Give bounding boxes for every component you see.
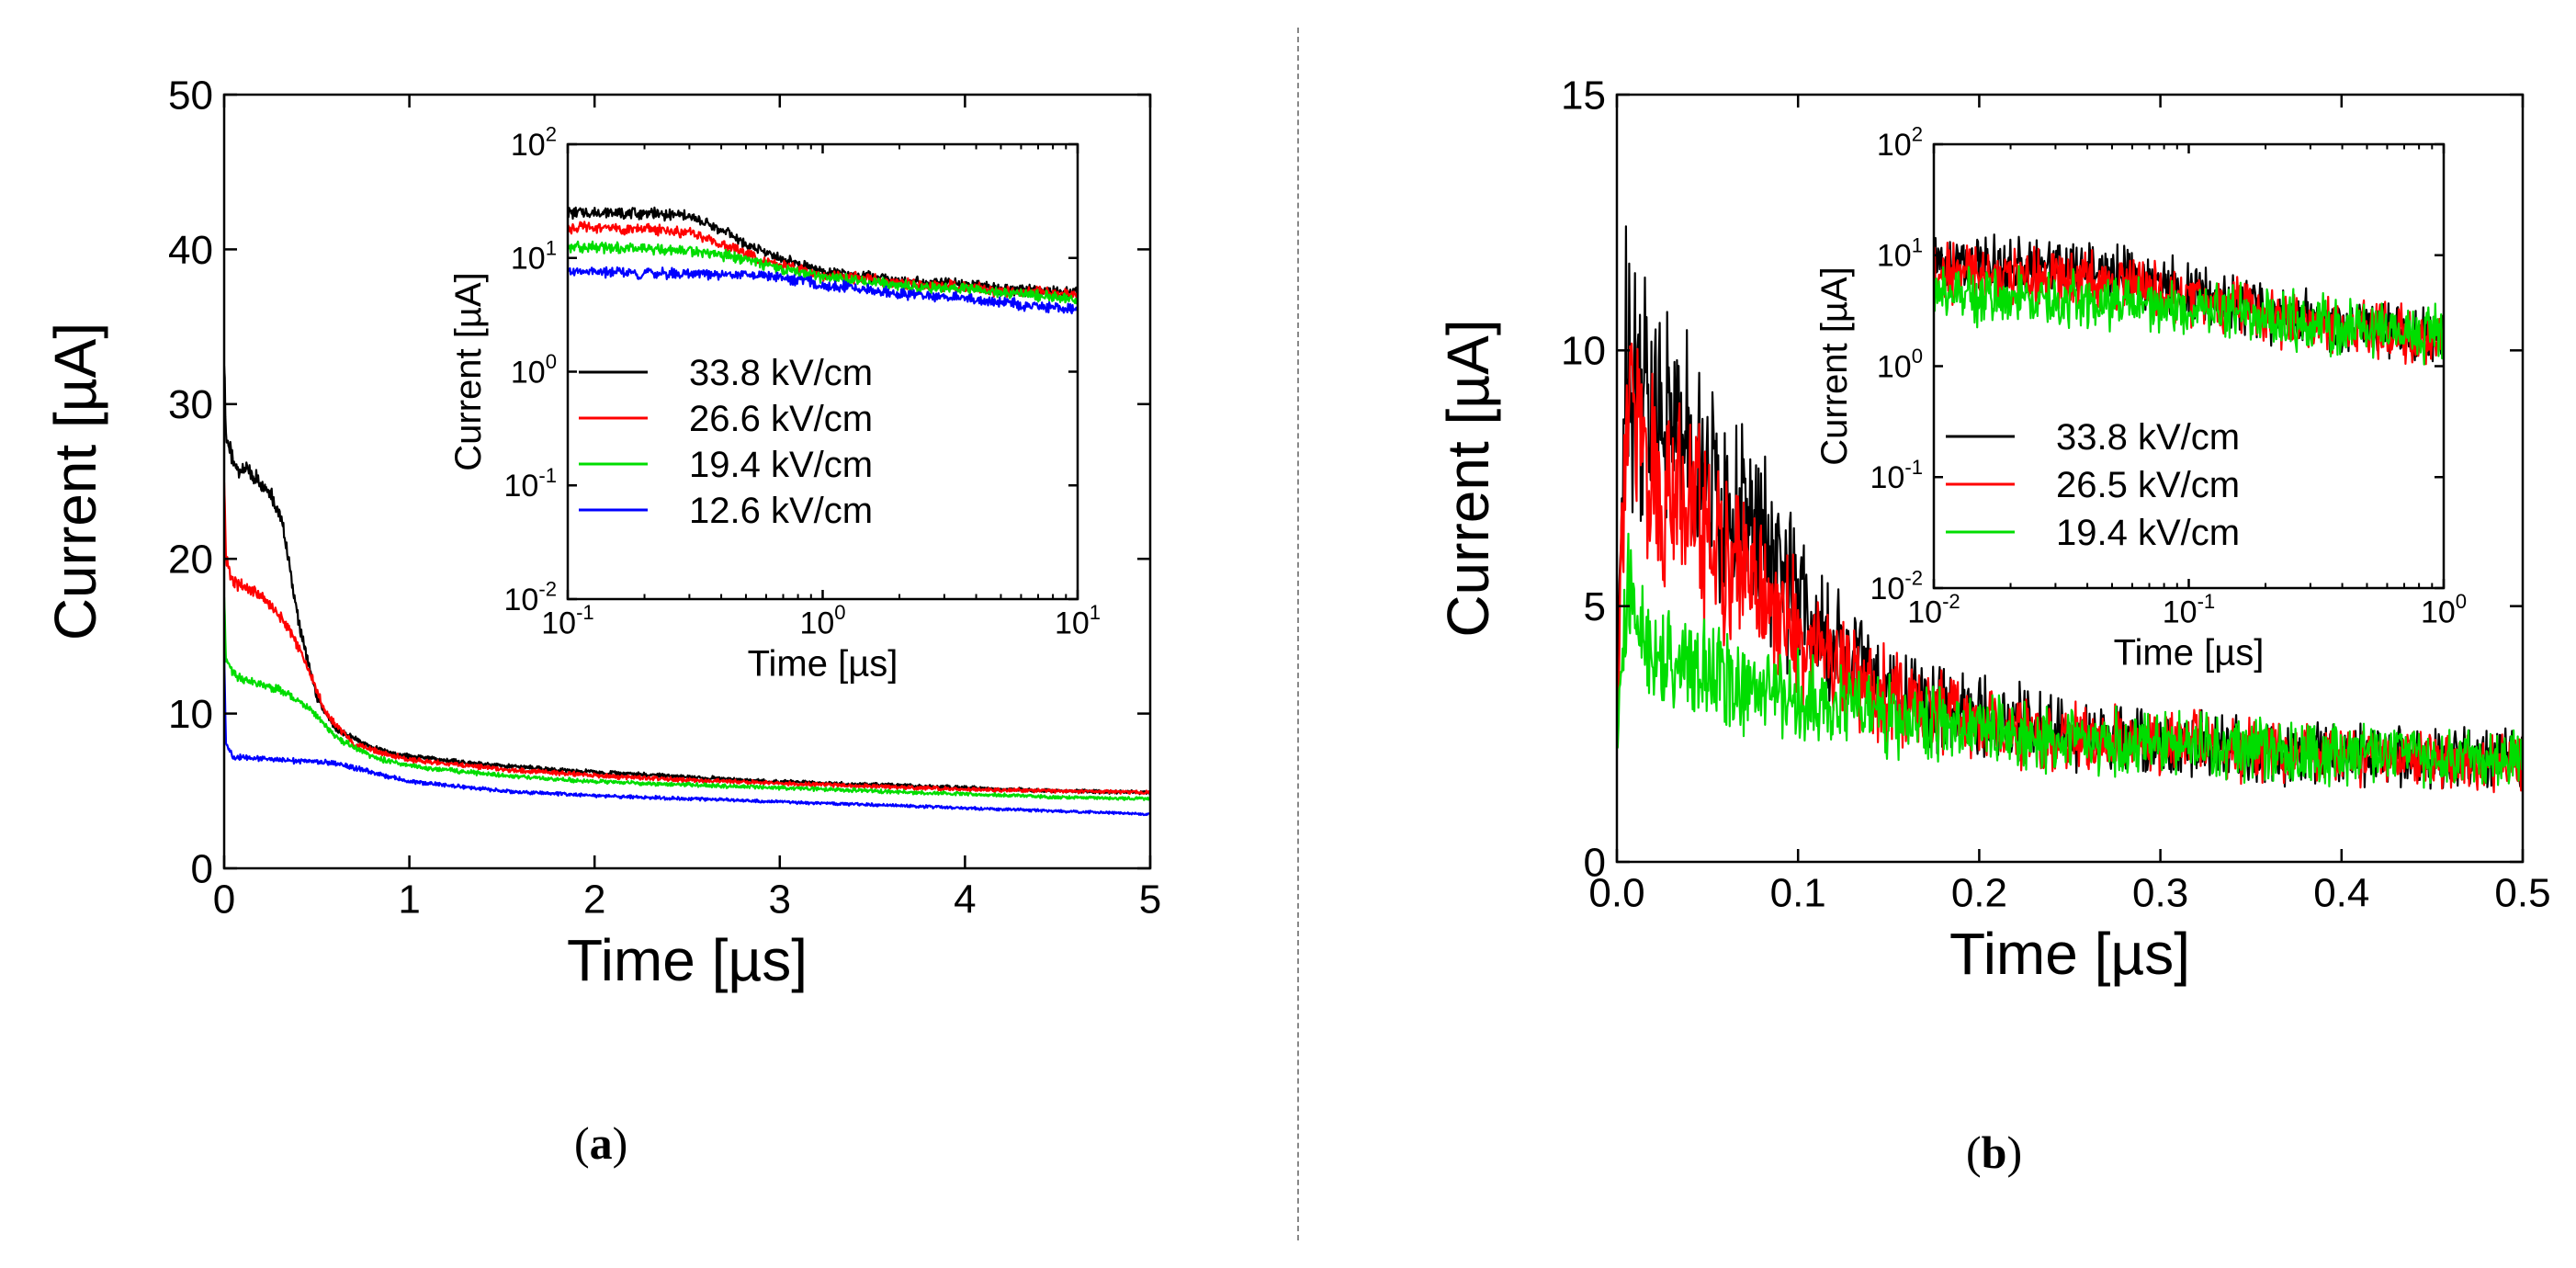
x-tick-label: 0.2 [1951, 870, 2007, 915]
y-axis-label: Current [µA] [42, 323, 108, 640]
x-tick-label: 2 [583, 877, 605, 922]
x-axis-label: Time [µs] [2114, 632, 2265, 673]
legend-label: 33.8 kV/cm [689, 353, 873, 393]
x-tick-label: 10-1 [2163, 590, 2215, 629]
plot-frame [222, 93, 1152, 870]
x-tick-label: 5 [1139, 877, 1161, 922]
x-tick-label: 0.4 [2313, 870, 2369, 915]
x-tick-label: 0.3 [2132, 870, 2188, 915]
caption-b-open: ( [1966, 1126, 1982, 1178]
y-tick-label: 15 [1561, 73, 1606, 118]
y-tick-label: 20 [168, 538, 213, 583]
y-tick-label: 10 [1561, 329, 1606, 374]
y-tick-label: 102 [511, 123, 557, 163]
legend-label: 12.6 kV/cm [689, 491, 873, 531]
x-tick-label: 100 [799, 601, 845, 640]
y-tick-label: 0 [1584, 840, 1606, 885]
legend-label: 26.5 kV/cm [2056, 465, 2240, 505]
legend-label: 33.8 kV/cm [2056, 417, 2240, 458]
caption-b-letter: b [1981, 1126, 2007, 1178]
x-axis-label: Time [µs] [748, 643, 898, 684]
legend: 33.8 kV/cm 26.5 kV/cm 19.4 kV/cm [1946, 417, 2240, 553]
chart-b-main: 0.0 0.1 0.2 0.3 0.4 0.5 0 5 10 15 Time [µs] Current… [1435, 73, 2551, 987]
x-tick-label: 10-2 [1907, 590, 1960, 629]
legend: 33.8 kV/cm 26.6 kV/cm 19.4 kV/cm 12.6 kV/cm [579, 353, 873, 531]
y-tick-label: 50 [168, 73, 213, 118]
y-tick-label: 0 [191, 846, 213, 891]
caption-a-close: ) [612, 1117, 628, 1169]
caption-a-letter: a [589, 1117, 613, 1169]
x-tick-label: 0.5 [2494, 870, 2550, 915]
series-a-main-12-6-kv-cm [224, 653, 1150, 817]
x-axis-label: Time [µs] [567, 927, 808, 993]
series-b-inset-19-4-kv-cm [1934, 265, 2444, 366]
y-tick-label: 101 [1877, 233, 1923, 273]
y-tick-label: 100 [1877, 345, 1923, 384]
x-tick-label: 3 [769, 877, 791, 922]
x-tick-label: 0.1 [1770, 870, 1826, 915]
legend-label: 26.6 kV/cm [689, 399, 873, 439]
series-a-main-26-6-kv-cm [224, 482, 1150, 795]
x-tick-label: 4 [954, 877, 976, 922]
y-axis-label: Current [µA] [448, 272, 489, 470]
legend-label: 19.4 kV/cm [2056, 513, 2240, 553]
y-tick-label: 30 [168, 382, 213, 427]
x-tick-label: 100 [2421, 590, 2467, 629]
series-a-main-19-4-kv-cm [224, 596, 1150, 801]
y-tick-label: 101 [511, 236, 557, 276]
panel-caption-b: (b) [1966, 1126, 2022, 1179]
y-axis-label: Current [µA] [1435, 319, 1501, 637]
y-tick-label: 5 [1584, 584, 1606, 629]
plot-frame [1615, 93, 2525, 864]
series-a-inset-12-6-kv-cm [568, 266, 1078, 315]
inset-background [568, 144, 1078, 599]
y-tick-label: 102 [1877, 123, 1923, 163]
y-axis-label: Current [µA] [1814, 266, 1855, 465]
caption-a-open: ( [574, 1117, 590, 1169]
panel-caption-a: (a) [574, 1116, 627, 1170]
chart-b-inset: 10-2 10-1 100 10-2 10-1 100 101 102 Time [µs] Cur… [1814, 123, 2467, 674]
series-b-main-19-4-kv-cm [1617, 532, 2523, 789]
y-tick-label: 10-2 [504, 578, 557, 617]
x-tick-label: 10-1 [541, 601, 593, 640]
caption-b-close: ) [2006, 1126, 2023, 1178]
x-tick-label: 0 [213, 877, 235, 922]
x-axis-label: Time [µs] [1949, 921, 2190, 987]
x-tick-label: 1 [398, 877, 420, 922]
y-tick-label: 10-1 [504, 464, 557, 504]
panel-divider [1297, 28, 1299, 1240]
y-tick-label: 100 [511, 350, 557, 390]
y-tick-label: 10-1 [1870, 456, 1923, 495]
y-tick-label: 10-2 [1870, 567, 1923, 606]
x-tick-label: 0.0 [1588, 870, 1644, 915]
legend-label: 19.4 kV/cm [689, 445, 873, 485]
x-tick-label: 101 [1055, 601, 1101, 640]
y-tick-label: 10 [168, 692, 213, 737]
series-a-inset-19-4-kv-cm [568, 240, 1078, 305]
y-tick-label: 40 [168, 228, 213, 273]
inset-background [1934, 144, 2444, 588]
